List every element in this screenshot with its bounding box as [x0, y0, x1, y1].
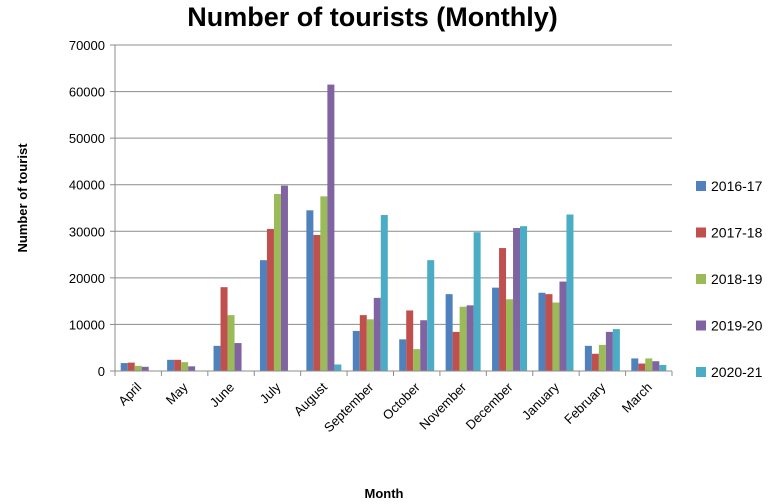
bar — [545, 294, 553, 371]
bar — [538, 292, 546, 371]
bar — [306, 210, 314, 371]
y-tick-label: 40000 — [69, 178, 105, 193]
y-tick-label: 30000 — [69, 224, 105, 239]
bar — [598, 344, 606, 371]
legend-label: 2019-20 — [711, 318, 763, 334]
bar — [499, 248, 507, 371]
bar — [584, 345, 592, 371]
bar — [520, 226, 528, 371]
bar — [612, 329, 620, 371]
legend-swatch — [696, 367, 706, 377]
bar — [659, 364, 667, 371]
bar — [445, 294, 453, 371]
x-tick-label: September — [321, 379, 377, 435]
x-tick-label: March — [619, 380, 655, 416]
bars — [120, 84, 667, 371]
bar — [420, 320, 428, 371]
y-axis-title: Number of tourist — [15, 143, 30, 253]
bar — [413, 349, 421, 371]
bar — [188, 366, 196, 371]
bar — [638, 363, 646, 371]
bar — [181, 362, 189, 371]
bar — [134, 365, 142, 371]
bar — [591, 353, 599, 371]
y-tick-label: 60000 — [69, 85, 105, 100]
bar — [506, 299, 514, 371]
bar — [399, 339, 407, 371]
bar — [631, 358, 639, 371]
bar — [352, 330, 360, 371]
bar — [366, 319, 374, 371]
bar — [566, 214, 574, 371]
x-tick-label: January — [519, 379, 563, 423]
legend-label: 2017-18 — [711, 225, 763, 241]
x-tick-label: April — [115, 379, 144, 408]
bar — [227, 315, 235, 371]
legend-swatch — [696, 320, 706, 331]
legend-swatch — [696, 227, 706, 238]
bar — [359, 315, 367, 371]
bar — [220, 287, 228, 371]
chart-title: Number of tourists (Monthly) — [187, 2, 558, 32]
x-tick-label: December — [463, 379, 516, 432]
bar — [645, 358, 653, 371]
bar — [334, 364, 342, 371]
bar — [167, 359, 175, 371]
bar — [406, 310, 414, 371]
bar — [174, 359, 182, 371]
y-tick-label: 10000 — [69, 317, 105, 332]
bar — [234, 343, 242, 371]
legend-label: 2018-19 — [711, 271, 763, 287]
y-tick-label: 20000 — [69, 271, 105, 286]
bar — [473, 232, 481, 371]
bar — [492, 287, 500, 371]
bar — [266, 228, 274, 371]
y-tick-label: 0 — [98, 364, 105, 379]
bar — [141, 366, 149, 371]
bar — [380, 214, 388, 371]
bar — [373, 297, 381, 371]
x-axis-title: Month — [365, 486, 404, 501]
y-tick-label: 70000 — [69, 38, 105, 53]
bar — [559, 281, 567, 371]
bar — [466, 305, 474, 371]
x-tick-label: June — [207, 380, 238, 411]
bar — [320, 196, 328, 371]
x-tick-label: May — [163, 379, 191, 407]
bar — [259, 260, 267, 371]
x-tick-label: July — [257, 379, 284, 406]
legend-swatch — [696, 181, 706, 191]
x-tick-label: October — [380, 379, 424, 423]
bar — [427, 260, 435, 371]
bar — [552, 302, 560, 371]
bar — [327, 84, 335, 371]
bar — [605, 331, 613, 371]
axes — [110, 44, 673, 376]
bar — [213, 345, 221, 371]
bar — [452, 331, 460, 371]
legend: 2016-17 2017-18 2018-19 2019-20 2020-21 — [696, 178, 763, 380]
bar — [313, 235, 321, 371]
legend-swatch — [696, 274, 706, 284]
legend-label: 2016-17 — [711, 178, 763, 194]
gridlines — [115, 44, 672, 372]
x-tick-label: August — [291, 379, 330, 418]
legend-label: 2020-21 — [711, 364, 763, 380]
x-tick-label: November — [416, 379, 469, 432]
bar — [120, 363, 128, 371]
bar — [652, 361, 660, 371]
y-tick-label: 50000 — [69, 131, 105, 146]
bar — [280, 185, 288, 371]
bar — [459, 306, 467, 371]
x-tick-label: February — [561, 379, 609, 427]
y-tick-labels: 0 10000 20000 30000 40000 50000 60000 70000 — [69, 38, 105, 379]
bar — [127, 362, 135, 371]
bar — [513, 228, 521, 371]
bar — [273, 194, 281, 371]
